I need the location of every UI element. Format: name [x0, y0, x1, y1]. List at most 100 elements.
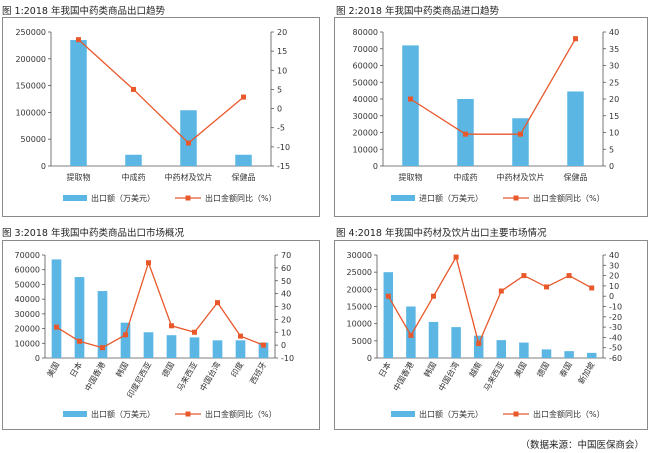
line-marker	[54, 324, 59, 330]
x-tick-label: 中成药	[122, 172, 146, 182]
line-marker	[238, 333, 243, 339]
data-source-note: （数据来源：中国医保商会）	[520, 440, 644, 451]
line-marker	[498, 288, 504, 294]
y-tick-label-left: 20000	[347, 285, 372, 294]
y-tick-label-right: -10	[281, 354, 294, 363]
bar	[496, 340, 507, 358]
x-tick-label: 提取物	[67, 172, 91, 182]
x-tick-label: 德国	[535, 360, 552, 379]
legend-label-line: 出口金额同比（%）	[205, 409, 277, 419]
line-marker	[476, 341, 482, 347]
line-marker	[215, 300, 220, 306]
y-tick-label-right: 5	[609, 145, 614, 154]
line-marker	[77, 338, 82, 344]
bar	[235, 154, 252, 166]
line-marker	[146, 260, 151, 266]
y-tick-label-right: 0	[609, 162, 614, 171]
y-tick-label-left: 30000	[353, 112, 378, 121]
x-tick-label: 日本	[376, 360, 393, 379]
y-tick-label-right: 40	[609, 251, 619, 260]
x-tick-label: 马来西亚	[482, 361, 506, 393]
y-tick-label-right: 40	[281, 290, 291, 299]
x-tick-label: 泰国	[557, 360, 574, 379]
line-marker	[192, 329, 197, 335]
chart-panel-1: 0 50000 100000 150000 200000 250000 -15 -10 -5 0 5…	[2, 17, 320, 217]
y-tick-label-right: -30	[609, 323, 622, 332]
line-marker	[385, 293, 391, 299]
y-tick-label-right: 30	[609, 62, 619, 71]
chart-svg-1: 0 50000 100000 150000 200000 250000 -15 -10 -5 0 5…	[15, 28, 290, 203]
legend-swatch-bar	[391, 195, 415, 201]
chart-svg-2: 0 10000 20000 30000 40000 50000 60000 70000 8000…	[353, 28, 620, 203]
line-series	[78, 39, 244, 144]
y-tick-label-right: -50	[609, 344, 622, 353]
line-marker	[169, 323, 174, 329]
x-tick-label: 中国台湾	[198, 360, 223, 393]
y-tick-label-left: 10000	[353, 145, 378, 154]
bar	[519, 342, 529, 358]
line-marker	[518, 131, 523, 137]
chart-svg-3: 0 10000 20000 30000 40000 50000 60000 70000 -10 0…	[15, 251, 295, 419]
y-tick-label-left: 40000	[15, 295, 40, 304]
y-tick-label-left: 0	[41, 162, 46, 171]
legend-label-bar: 出口额（万美元）	[419, 409, 483, 419]
line-marker	[453, 254, 459, 260]
x-tick-label: 新加坡	[576, 360, 597, 386]
x-tick-label: 保健品	[232, 172, 256, 182]
y-tick-label-left: 20000	[15, 325, 40, 334]
bar	[428, 321, 439, 358]
bar	[189, 337, 200, 358]
y-tick-label-left: 50000	[353, 78, 378, 87]
y-tick-label-left: 70000	[15, 251, 40, 260]
line-marker	[463, 131, 468, 137]
x-tick-label: 中成药	[454, 172, 478, 182]
legend-label-bar: 出口额（万美元）	[91, 193, 155, 203]
bar	[402, 45, 419, 166]
y-tick-label-left: 0	[373, 162, 378, 171]
bar	[512, 118, 529, 166]
x-tick-label: 韩国	[422, 360, 439, 379]
bar	[51, 259, 62, 358]
y-tick-label-right: -20	[609, 313, 622, 322]
y-tick-label-left: 150000	[15, 82, 46, 91]
line-series	[56, 260, 264, 349]
bar	[212, 340, 223, 358]
line-marker	[544, 284, 549, 290]
bar	[541, 349, 552, 358]
y-tick-label-right: 10	[277, 66, 287, 75]
legend-label-bar: 出口额（万美元）	[91, 409, 155, 419]
y-tick-label-left: 50000	[21, 135, 46, 144]
y-tick-label-left: 5000	[352, 337, 372, 346]
bar	[383, 272, 394, 358]
y-tick-label-right: -10	[609, 303, 622, 312]
chart-svg-4: 050001000015000200002500030000-60-50-40-…	[347, 251, 623, 419]
chart-title-1: 图 1:2018 年我国中药类商品出口趋势	[2, 6, 165, 17]
legend-label-line: 出口金额同比（%）	[533, 409, 605, 419]
x-tick-label: 中药材及饮片	[497, 172, 545, 182]
line-marker	[521, 273, 527, 279]
line-marker	[123, 332, 128, 338]
y-tick-label-right: 20	[609, 95, 619, 104]
y-tick-label-right: 10	[609, 129, 619, 138]
y-tick-label-left: 250000	[15, 28, 46, 37]
y-tick-label-left: 200000	[15, 55, 46, 64]
line-marker	[261, 342, 266, 348]
y-tick-label-right: 10	[609, 282, 619, 291]
y-tick-label-right: 40	[609, 28, 619, 37]
y-tick-label-left: 10000	[15, 339, 40, 348]
bar	[70, 40, 87, 166]
legend-label-bar: 进口额（万美元）	[419, 193, 483, 203]
legend-label-line: 出口金额同比（%）	[205, 193, 277, 203]
x-tick-label: 西班牙	[248, 360, 269, 386]
x-tick-label: 马来西亚	[175, 361, 199, 393]
line-marker	[76, 37, 81, 43]
line-series	[387, 255, 593, 346]
line-marker	[566, 273, 572, 279]
x-tick-label: 中国香港	[391, 360, 416, 393]
line-marker	[589, 285, 595, 291]
bar	[125, 154, 142, 166]
x-tick-label: 美国	[45, 360, 62, 379]
y-tick-label-right: -5	[277, 124, 285, 133]
chart-panel-4: 0 5000 10000 15000 20000 25000 30000 -60 -50 -40-…	[334, 240, 648, 430]
y-tick-label-right: 20	[281, 315, 291, 324]
